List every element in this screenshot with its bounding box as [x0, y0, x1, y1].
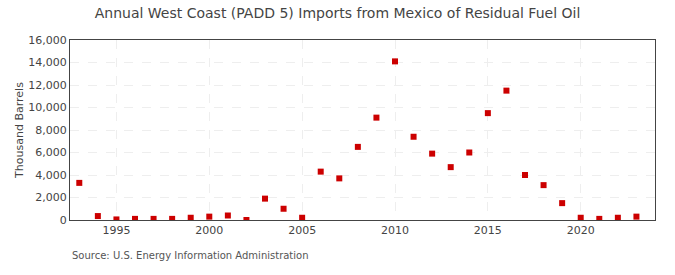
svg-text:2,000: 2,000 — [35, 191, 67, 204]
svg-text:16,000: 16,000 — [28, 34, 67, 47]
svg-text:4,000: 4,000 — [35, 169, 67, 182]
svg-text:Source: U.S. Energy Informatio: Source: U.S. Energy Information Administ… — [72, 250, 309, 261]
svg-text:2015: 2015 — [474, 224, 502, 237]
svg-text:6,000: 6,000 — [35, 146, 67, 159]
svg-text:10,000: 10,000 — [28, 101, 67, 114]
svg-text:14,000: 14,000 — [28, 56, 67, 69]
svg-text:2005: 2005 — [288, 224, 316, 237]
svg-text:8,000: 8,000 — [35, 124, 67, 137]
svg-text:2020: 2020 — [567, 224, 595, 237]
svg-text:0: 0 — [60, 214, 67, 227]
svg-text:2000: 2000 — [195, 224, 223, 237]
svg-text:12,000: 12,000 — [28, 79, 67, 92]
svg-text:1995: 1995 — [102, 224, 130, 237]
svg-text:2010: 2010 — [381, 224, 409, 237]
svg-text:Annual West Coast (PADD 5) Imp: Annual West Coast (PADD 5) Imports from … — [95, 5, 581, 21]
svg-text:Thousand Barrels: Thousand Barrels — [13, 82, 26, 179]
